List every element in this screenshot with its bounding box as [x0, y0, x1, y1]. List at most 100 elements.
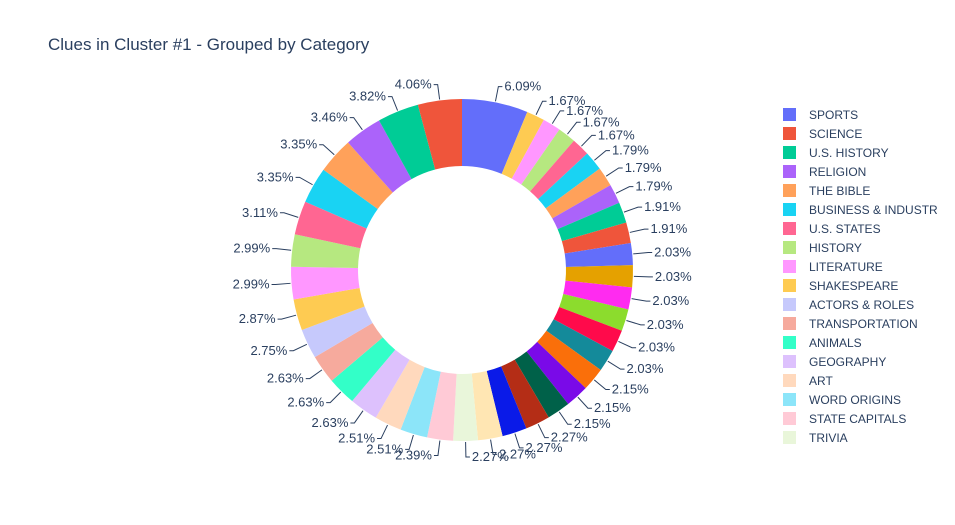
- donut-slice[interactable]: [538, 153, 600, 209]
- donut-slice[interactable]: [323, 142, 393, 210]
- label-leader-line: [377, 424, 388, 440]
- donut-slice[interactable]: [561, 222, 631, 254]
- label-leader-line: [295, 176, 313, 186]
- chart-title: Clues in Cluster #1 - Grouped by Categor…: [48, 35, 370, 54]
- legend-item[interactable]: BUSINESS & INDUSTR: [783, 203, 938, 217]
- legend-item[interactable]: SPORTS: [783, 108, 858, 122]
- slice-percent-label: 6.09%: [504, 79, 541, 94]
- donut-slice[interactable]: [352, 349, 410, 418]
- legend-item[interactable]: THE BIBLE: [783, 184, 870, 198]
- label-leader-line: [615, 186, 634, 194]
- legend-item[interactable]: ART: [783, 374, 833, 388]
- label-leader-line: [633, 275, 653, 278]
- donut-slice[interactable]: [348, 120, 412, 193]
- label-leader-line: [271, 282, 291, 285]
- label-leader-line: [605, 167, 623, 177]
- donut-slice[interactable]: [486, 366, 527, 437]
- label-leader-line: [618, 341, 637, 349]
- donut-slice[interactable]: [331, 337, 396, 402]
- donut-slice[interactable]: [471, 371, 503, 441]
- donut-slice[interactable]: [530, 140, 588, 200]
- label-leader-line: [537, 423, 549, 439]
- legend-item[interactable]: TRIVIA: [783, 431, 848, 445]
- legend-label: BUSINESS & INDUSTR: [809, 203, 938, 217]
- legend-item[interactable]: ACTORS & ROLES: [783, 298, 914, 312]
- legend-label: ANIMALS: [809, 336, 862, 350]
- donut-slice[interactable]: [521, 129, 574, 192]
- legend-item[interactable]: U.S. STATES: [783, 222, 881, 236]
- donut-slice[interactable]: [511, 119, 560, 185]
- donut-slice[interactable]: [453, 373, 479, 441]
- legend-item[interactable]: LITERATURE: [783, 260, 883, 274]
- donut-slice[interactable]: [563, 280, 633, 310]
- legend-item[interactable]: HISTORY: [783, 241, 862, 255]
- legend[interactable]: SPORTS SCIENCE U.S. HISTORY RELIGION THE BIB…: [783, 108, 938, 445]
- legend-item[interactable]: STATE CAPITALS: [783, 412, 906, 426]
- donut-slice[interactable]: [462, 99, 528, 174]
- donut-slice[interactable]: [537, 330, 601, 389]
- legend-item[interactable]: ANIMALS: [783, 336, 862, 350]
- labels-layer: 6.09%1.67%1.67%1.67%1.67%1.79%1.79%1.79%…: [233, 77, 692, 464]
- legend-label: TRIVIA: [809, 431, 848, 445]
- slice-percent-label: 2.03%: [627, 361, 664, 376]
- donut-slice[interactable]: [291, 266, 360, 300]
- donut-slice[interactable]: [417, 99, 462, 170]
- donut-slice[interactable]: [546, 319, 613, 370]
- legend-label: SCIENCE: [809, 127, 862, 141]
- legend-swatch: [783, 203, 796, 216]
- donut-slice[interactable]: [501, 359, 549, 429]
- label-leader-line: [305, 369, 323, 380]
- legend-label: GEOGRAPHY: [809, 355, 886, 369]
- donut-slice[interactable]: [526, 341, 586, 405]
- legend-swatch: [783, 260, 796, 273]
- donut-slice[interactable]: [301, 306, 373, 358]
- slice-percent-label: 1.67%: [566, 103, 603, 118]
- donut-slice[interactable]: [559, 293, 629, 331]
- legend-item[interactable]: RELIGION: [783, 165, 866, 179]
- label-leader-line: [558, 411, 572, 425]
- donut-slice[interactable]: [552, 185, 620, 230]
- donut-slice[interactable]: [305, 169, 378, 229]
- legend-item[interactable]: WORD ORIGINS: [783, 393, 901, 407]
- slice-percent-label: 2.75%: [250, 343, 287, 358]
- legend-swatch: [783, 108, 796, 121]
- donut-slice[interactable]: [294, 201, 367, 249]
- slice-percent-label: 1.79%: [612, 143, 649, 158]
- donut-slice[interactable]: [501, 111, 544, 179]
- slice-percent-label: 2.27%: [472, 449, 509, 464]
- legend-label: ART: [809, 374, 833, 388]
- slice-percent-label: 2.51%: [338, 431, 375, 446]
- legend-item[interactable]: SHAKESPEARE: [783, 279, 898, 293]
- label-leader-line: [433, 84, 441, 100]
- label-leader-line: [272, 248, 292, 251]
- donut-slice[interactable]: [545, 168, 611, 219]
- slice-percent-label: 2.27%: [526, 440, 563, 455]
- donut-slice[interactable]: [400, 367, 441, 438]
- legend-label: WORD ORIGINS: [809, 393, 901, 407]
- legend-item[interactable]: SCIENCE: [783, 127, 862, 141]
- legend-label: U.S. STATES: [809, 222, 881, 236]
- legend-swatch: [783, 165, 796, 178]
- donut-slice[interactable]: [375, 359, 425, 430]
- donut-slice[interactable]: [557, 202, 627, 242]
- label-leader-line: [279, 212, 299, 218]
- donut-slice[interactable]: [427, 371, 457, 441]
- donut-slice[interactable]: [291, 234, 361, 269]
- donut-slice[interactable]: [379, 104, 436, 180]
- slice-percent-label: 2.15%: [574, 416, 611, 431]
- legend-item[interactable]: TRANSPORTATION: [783, 317, 918, 331]
- donut-slice[interactable]: [293, 287, 365, 330]
- donut-slice[interactable]: [314, 323, 383, 381]
- donut-slice[interactable]: [565, 265, 633, 288]
- label-leader-line: [433, 440, 441, 456]
- donut-slice[interactable]: [514, 351, 569, 418]
- slice-percent-label: 2.03%: [654, 245, 691, 260]
- legend-item[interactable]: U.S. HISTORY: [783, 146, 889, 160]
- legend-label: STATE CAPITALS: [809, 412, 906, 426]
- slice-percent-label: 1.67%: [598, 127, 635, 142]
- slice-percent-label: 2.15%: [612, 382, 649, 397]
- donut-slice[interactable]: [553, 306, 622, 352]
- legend-label: HISTORY: [809, 241, 862, 255]
- donut-slice[interactable]: [564, 242, 633, 268]
- legend-item[interactable]: GEOGRAPHY: [783, 355, 886, 369]
